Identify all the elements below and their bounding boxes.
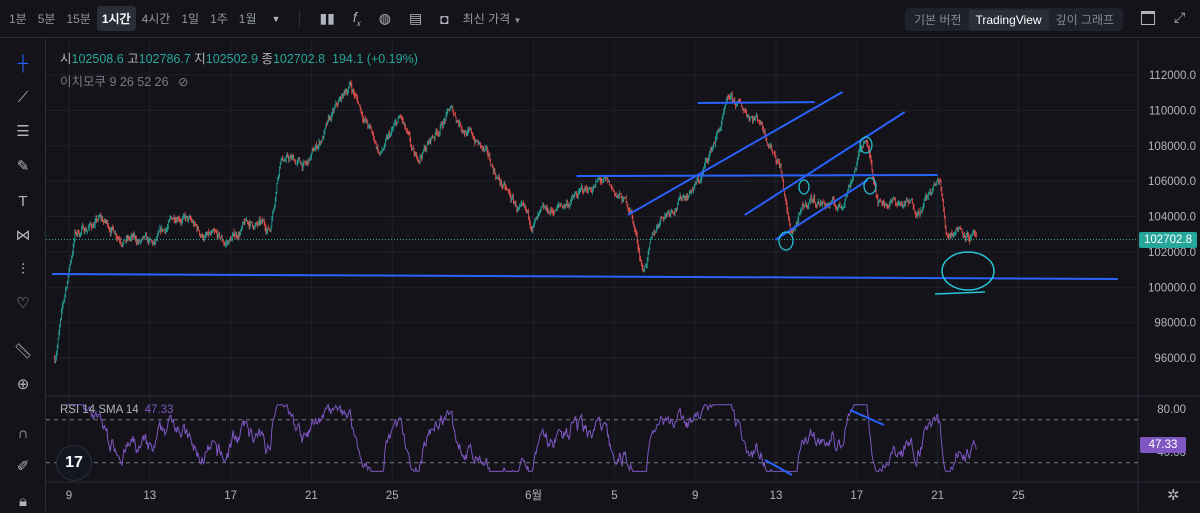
price-tick: 98000.0: [1154, 318, 1196, 330]
time-tick: 13: [143, 490, 156, 502]
divider: [299, 9, 301, 28]
drawing-toolbar: ┼ ⟋ ☰ ✎ T ⋈ ⫶ ♡ 📏︎ ⊕ ∩ ✐ 🔒︎: [0, 39, 46, 511]
timeframe-1d[interactable]: 1일: [181, 12, 200, 26]
time-tick: 6월: [525, 489, 542, 502]
circle-drawing: [941, 251, 995, 291]
time-tick: 9: [66, 490, 72, 502]
rsi-legend[interactable]: RSI 14 SMA 14 47.33: [60, 404, 173, 416]
timeframe-1h[interactable]: 1시간: [96, 6, 136, 31]
layout-icon[interactable]: ▤: [408, 10, 423, 26]
brush-icon[interactable]: ✎: [16, 158, 30, 175]
low-label: 지: [194, 52, 206, 66]
high-value: 102786.7: [138, 52, 191, 66]
fullscreen-icon[interactable]: ⤢: [1174, 9, 1186, 25]
timeframe-1M[interactable]: 1월: [238, 12, 257, 26]
circle-drawing: [859, 136, 873, 154]
window-icon[interactable]: [1141, 11, 1155, 25]
price-tick: 112000.0: [1149, 70, 1196, 82]
price-tick: 96000.0: [1154, 353, 1196, 365]
timeframe-5m[interactable]: 5분: [37, 12, 56, 26]
version-tradingview[interactable]: TradingView: [968, 9, 1049, 30]
fx-icon[interactable]: fx: [352, 9, 361, 28]
version-switch: 기본 버전 TradingView 깊이 그래프: [905, 8, 1124, 31]
ohlc-legend: 시102508.6 고102786.7 지102502.9 종102702.8 …: [60, 48, 418, 67]
close-value: 102702.8: [272, 52, 326, 66]
price-tick: 102000.0: [1148, 247, 1196, 259]
open-value: 102508.6: [71, 52, 124, 66]
ichimoku-label: 이치모쿠 9 26 52 26: [60, 75, 169, 89]
ichimoku-legend[interactable]: 이치모쿠 9 26 52 26 ⊘: [60, 71, 189, 90]
zoom-in-icon[interactable]: ⊕: [16, 376, 30, 393]
trendline-icon[interactable]: ⟋: [17, 88, 29, 106]
eye-hidden-icon[interactable]: ⊘: [178, 75, 189, 89]
rsi-value-tag: 47.33: [1140, 437, 1186, 453]
time-tick: 21: [305, 490, 318, 502]
circle-drawing: [863, 177, 877, 195]
rsi-tick: 80.00: [1157, 404, 1186, 416]
close-label: 종: [261, 52, 273, 66]
circle-drawing: [798, 179, 810, 195]
circle-drawing: [778, 231, 794, 251]
candles-icon[interactable]: ▮▮: [319, 10, 335, 26]
price-tick: 100000.0: [1148, 282, 1196, 294]
price-tick: 110000.0: [1149, 105, 1196, 117]
text-icon[interactable]: T: [18, 192, 28, 210]
rsi-line: [66, 403, 977, 473]
timeframe-15m[interactable]: 15분: [66, 12, 91, 26]
price-tick: 106000.0: [1148, 176, 1196, 188]
timeframe-1w[interactable]: 1주: [210, 12, 228, 26]
version-basic[interactable]: 기본 버전: [914, 13, 962, 27]
rsi-value: 47.33: [144, 404, 174, 416]
trend-line: [697, 101, 815, 104]
trend-line: [627, 91, 843, 216]
open-label: 시: [60, 52, 72, 66]
rsi-trend-line: [849, 409, 885, 426]
settings-gear-icon[interactable]: ✲: [1167, 487, 1180, 504]
tradingview-logo[interactable]: 17: [56, 445, 92, 481]
time-tick: 25: [1012, 490, 1025, 502]
heart-icon[interactable]: ♡: [16, 295, 30, 312]
time-tick: 21: [931, 490, 944, 502]
price-tick: 104000.0: [1148, 212, 1196, 224]
grid: [46, 40, 1138, 480]
low-value: 102502.9: [205, 52, 258, 66]
ruler-icon[interactable]: 📏︎: [13, 343, 33, 360]
time-tick: 5: [611, 490, 617, 502]
measure-icon[interactable]: ⫶: [21, 260, 25, 278]
time-tick: 13: [770, 490, 783, 502]
rsi-trend-line: [764, 459, 793, 476]
price-type-label: 최신 가격: [462, 12, 511, 26]
lock-icon[interactable]: 🔒︎: [19, 492, 27, 510]
timeframe-4h[interactable]: 4시간: [141, 12, 171, 26]
price-tick: 108000.0: [1148, 141, 1196, 153]
underline-drawing: [934, 291, 986, 295]
trend-line: [744, 111, 906, 216]
version-depth[interactable]: 깊이 그래프: [1055, 13, 1115, 27]
price-type-dropdown[interactable]: 최신 가격 ▼: [458, 6, 527, 31]
last-price-tag: 102702.8: [1139, 232, 1197, 248]
candles: [54, 79, 977, 364]
trend-line: [576, 173, 938, 178]
magnet-icon[interactable]: ∩: [17, 424, 29, 442]
high-label: 고: [127, 52, 139, 66]
time-tick: 25: [386, 490, 399, 502]
fib-icon[interactable]: ☰: [16, 123, 30, 140]
crosshair-icon[interactable]: ┼: [17, 54, 29, 72]
time-tick: 9: [692, 490, 698, 502]
camera-icon[interactable]: ◘: [440, 10, 449, 27]
trend-line: [52, 273, 1118, 280]
change-value: 194.1 (+0.19%): [332, 52, 418, 66]
indicator-template-icon[interactable]: ◍: [378, 10, 391, 26]
time-tick: 17: [224, 490, 237, 502]
lock-drawings-icon[interactable]: ✐: [16, 458, 30, 475]
chevron-down-icon: ▼: [513, 16, 522, 25]
chevron-down-icon[interactable]: ▼: [271, 13, 281, 24]
time-tick: 17: [850, 490, 863, 502]
timeframe-1m[interactable]: 1분: [9, 12, 27, 26]
pattern-icon[interactable]: ⋈: [15, 227, 31, 244]
trend-line: [774, 179, 869, 241]
rsi-label: RSI 14 SMA 14: [60, 404, 139, 416]
